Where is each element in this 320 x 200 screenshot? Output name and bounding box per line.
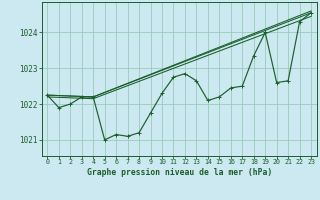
X-axis label: Graphe pression niveau de la mer (hPa): Graphe pression niveau de la mer (hPa)	[87, 168, 272, 177]
